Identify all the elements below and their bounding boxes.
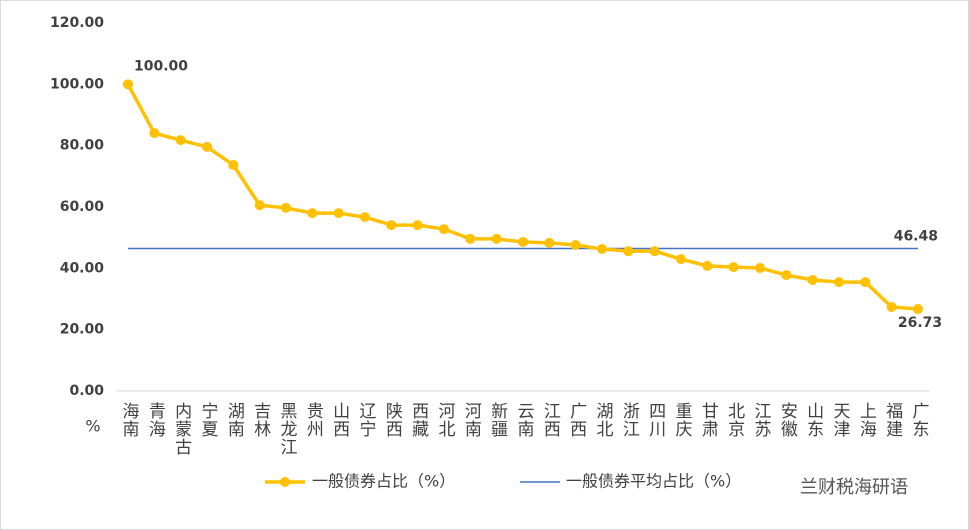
point [728,262,739,273]
x-tick-label: 云南 [513,402,534,438]
point [781,270,792,281]
y-tick-label: 60.00 [60,199,105,215]
point [281,202,291,213]
point [807,274,818,285]
x-tick-label: 湖北 [592,402,613,438]
point [570,240,581,251]
data-label: 100.00 [134,58,188,74]
point [676,254,686,265]
point [860,277,871,288]
x-tick-label: 福建 [882,402,903,438]
y-tick-label: 80.00 [60,138,105,154]
x-tick-label: 青海 [144,402,165,438]
point [228,159,239,170]
x-tick-label: 河北 [434,402,455,438]
x-tick-label: 广东 [908,402,929,438]
x-tick-label: 重庆 [671,402,692,438]
point [623,246,634,257]
data-label: 46.48 [894,228,938,244]
x-tick-label: 北京 [724,402,745,438]
point [439,224,449,235]
x-tick-label: 贵州 [302,402,323,438]
x-tick-label: 辽宁 [355,402,376,438]
x-tick-label: 河南 [460,402,481,438]
x-tick-label: 天津 [829,402,850,438]
point [175,135,186,146]
x-tick-label: 西藏 [408,402,429,438]
legend-swatch [280,477,290,487]
y-unit: % [85,417,100,436]
data-label: 26.73 [898,315,942,331]
point [702,260,713,271]
point [913,304,923,315]
legend-label: 一般债券占比（%） [312,472,455,491]
x-tick-label: 江苏 [750,402,771,438]
point [597,244,607,255]
point [491,233,502,244]
x-tick-label: 上海 [855,402,876,438]
x-tick-label: 江西 [539,402,560,438]
point [360,212,370,223]
watermark: 兰财税海研语 [800,477,908,498]
point [202,141,212,152]
x-tick-label: 浙江 [618,402,639,438]
point [307,208,318,219]
x-tick-label: 陕西 [381,402,402,438]
x-tick-label: 广西 [566,402,587,438]
y-tick-label: 40.00 [60,260,105,276]
y-tick-label: 20.00 [60,322,105,338]
y-tick-label: 0.00 [69,383,104,399]
point [518,236,528,247]
y-tick-label: 120.00 [50,15,104,31]
x-tick-label: 湖南 [223,402,244,438]
point [149,128,160,139]
point [386,220,397,231]
y-tick-label: 100.00 [50,76,104,92]
point [649,246,660,257]
x-tick-label: 吉林 [250,402,271,438]
point [755,263,765,274]
point [834,277,844,288]
point [333,208,344,219]
x-tick-label: 四川 [645,402,666,438]
x-tick-label: 宁夏 [197,402,218,438]
legend-label: 一般债券平均占比（%） [566,472,741,491]
x-tick-label: 山东 [803,402,824,438]
x-tick-label: 山西 [329,402,350,438]
point [123,79,133,90]
x-tick-label: 甘肃 [697,402,718,438]
point [254,200,265,211]
x-tick-label: 新疆 [487,402,508,438]
point [544,237,555,248]
x-tick-label: 黑龙江 [276,402,297,456]
point [412,220,423,231]
point [465,233,476,244]
point [886,301,897,312]
x-tick-label: 海南 [118,402,139,438]
x-tick-label: 安徽 [776,402,797,438]
x-tick-label: 内蒙古 [171,402,192,456]
